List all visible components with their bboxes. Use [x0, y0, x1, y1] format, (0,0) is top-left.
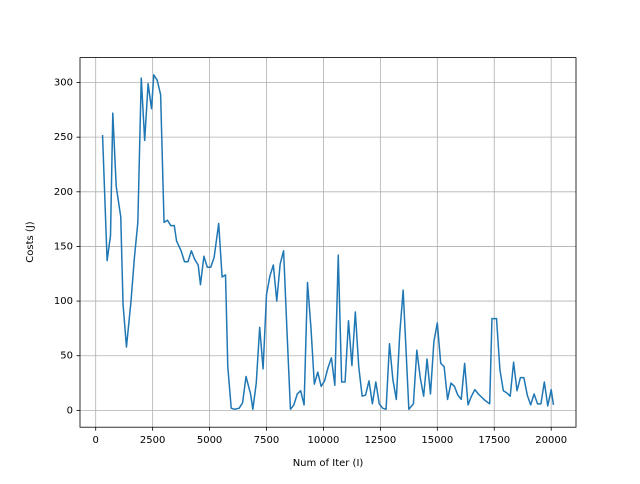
x-tick-label: 2500 [140, 435, 165, 446]
x-tick-label: 12500 [364, 435, 396, 446]
y-axis-label: Costs (J) [25, 221, 36, 262]
x-tick-label: 17500 [478, 435, 510, 446]
x-tick-label: 7500 [254, 435, 279, 446]
x-tick-label: 0 [93, 435, 99, 446]
y-tick-label: 50 [60, 351, 73, 362]
axes-frame [79, 57, 577, 428]
grid [80, 57, 576, 428]
y-tick-label: 100 [54, 296, 73, 307]
y-tick-label: 300 [54, 78, 73, 89]
x-tick-label: 5000 [197, 435, 222, 446]
y-tick-label: 150 [54, 241, 73, 252]
plot [101, 74, 555, 411]
y-tick-label: 0 [67, 405, 73, 416]
x-tick-label: 15000 [421, 435, 453, 446]
line [101, 74, 555, 411]
x-tick-label: 20000 [535, 435, 567, 446]
y-tick-label: 250 [54, 132, 73, 143]
y-tick-label: 200 [54, 187, 73, 198]
x-tick-label: 10000 [308, 435, 340, 446]
x-axis-label: Num of Iter (I) [293, 458, 364, 469]
